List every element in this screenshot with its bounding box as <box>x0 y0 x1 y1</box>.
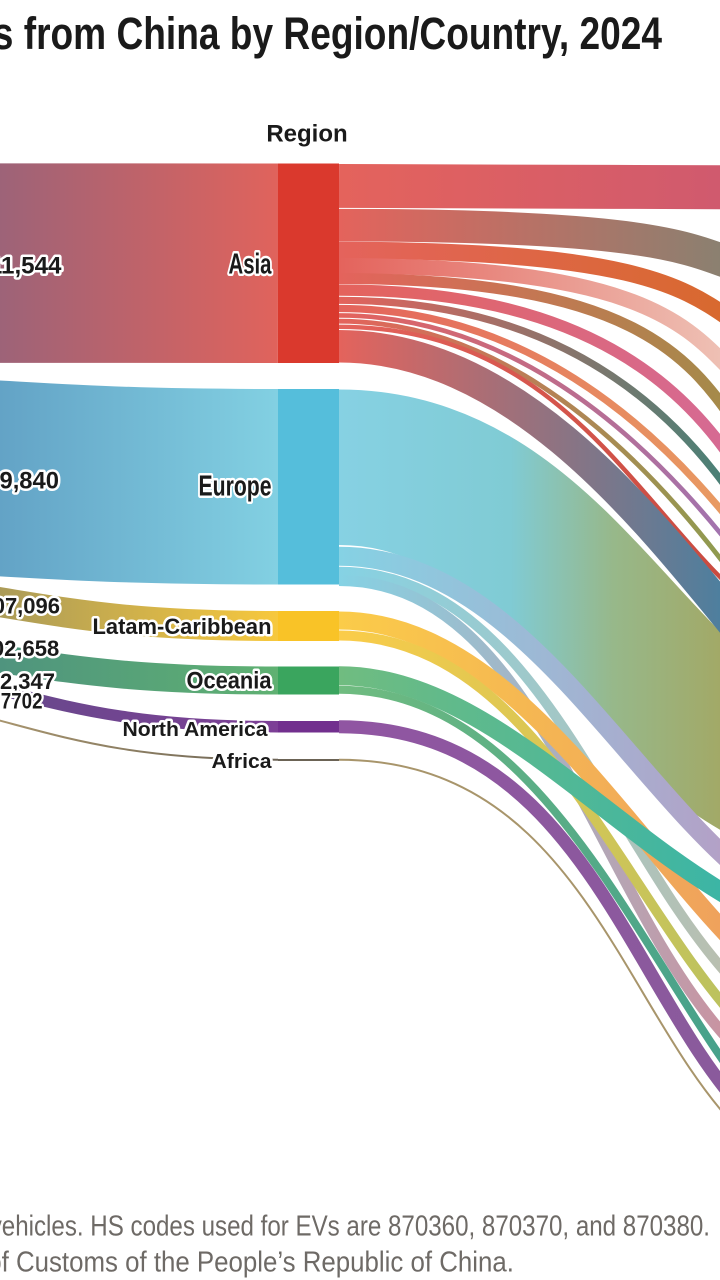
svg-text:Source: General Administration: Source: General Administration of Custom… <box>0 1247 514 1279</box>
svg-text:Oceania: Oceania <box>187 668 273 695</box>
svg-text:Europe: Europe <box>199 471 272 503</box>
svg-text:Note: Data includes battery el: Note: Data includes battery electric and… <box>0 1211 710 1243</box>
svg-text:North America: North America <box>123 719 269 741</box>
svg-text:411,544: 411,544 <box>0 252 62 279</box>
svg-text:7702: 7702 <box>1 688 43 713</box>
svg-text:499,840: 499,840 <box>0 468 59 495</box>
svg-text:102,658: 102,658 <box>0 636 59 661</box>
svg-text:Region: Region <box>266 120 347 147</box>
svg-text:62,347: 62,347 <box>0 669 55 694</box>
svg-text:Latam-Caribbean: Latam-Caribbean <box>93 614 272 639</box>
svg-text:Asia: Asia <box>229 249 273 281</box>
svg-text:Africa: Africa <box>212 751 273 773</box>
svg-text:207,096: 207,096 <box>0 593 60 618</box>
svg-text:EV Exports from China by Regio: EV Exports from China by Region/Country,… <box>0 8 662 59</box>
